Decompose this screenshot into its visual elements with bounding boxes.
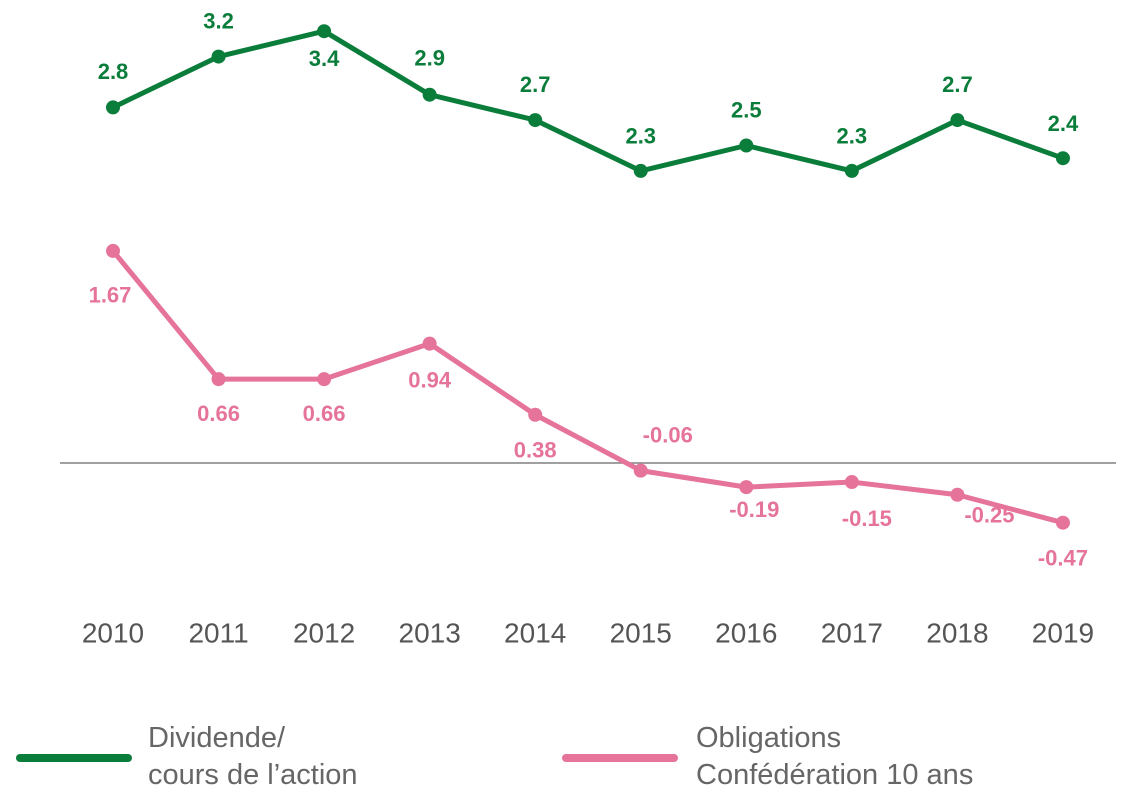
x-tick-label: 2014 (504, 617, 566, 648)
data-point (633, 463, 648, 478)
data-point (422, 87, 437, 102)
x-tick-label: 2015 (610, 617, 672, 648)
data-label: 0.94 (408, 367, 452, 392)
data-label: -0.19 (729, 497, 779, 522)
x-tick-label: 2019 (1032, 617, 1094, 648)
x-tick-label: 2012 (293, 617, 355, 648)
data-point (844, 163, 859, 178)
x-tick-label: 2010 (82, 617, 144, 648)
data-label: -0.47 (1038, 546, 1088, 571)
data-label: 2.5 (731, 97, 762, 122)
data-point (317, 372, 332, 387)
data-point (1055, 515, 1070, 530)
data-point (422, 336, 437, 351)
x-tick-label: 2017 (821, 617, 883, 648)
data-label: -0.06 (643, 422, 693, 447)
data-point (106, 243, 120, 258)
x-tick-label: 2018 (926, 617, 988, 648)
data-point (211, 372, 226, 387)
legend-label: Obligations Confédération 10 ans (696, 722, 974, 791)
data-label: -0.15 (842, 506, 892, 531)
data-label: 2.3 (837, 124, 868, 149)
data-label: 0.38 (514, 438, 557, 463)
legend-label: Dividende/ cours de l’action (148, 722, 358, 791)
data-point (211, 49, 226, 64)
data-point (528, 407, 543, 422)
x-tick-label: 2011 (188, 617, 248, 648)
data-label: 2.7 (942, 72, 973, 97)
data-label: 0.66 (197, 401, 240, 426)
data-label: 2.7 (520, 72, 551, 97)
data-point (317, 24, 332, 39)
data-label: 2.3 (625, 124, 656, 149)
data-label: 2.4 (1048, 111, 1079, 136)
data-label: 2.8 (98, 59, 129, 84)
data-point (633, 163, 648, 178)
data-label: 2.9 (414, 46, 445, 71)
data-label: 3.2 (203, 8, 234, 33)
series-line (111, 28, 1064, 174)
data-label: 3.4 (309, 46, 340, 71)
data-point (528, 113, 543, 128)
data-label: 1.67 (89, 283, 132, 308)
data-point (739, 138, 754, 153)
data-point (950, 113, 965, 128)
data-point (739, 480, 754, 495)
data-label: 0.66 (303, 401, 346, 426)
series-line (111, 249, 1064, 526)
x-tick-label: 2016 (715, 617, 777, 648)
x-tick-label: 2013 (399, 617, 461, 648)
data-point (844, 475, 859, 490)
data-label: -0.25 (964, 503, 1014, 528)
data-point (1055, 151, 1070, 166)
data-point (106, 100, 120, 115)
data-point (950, 487, 965, 502)
